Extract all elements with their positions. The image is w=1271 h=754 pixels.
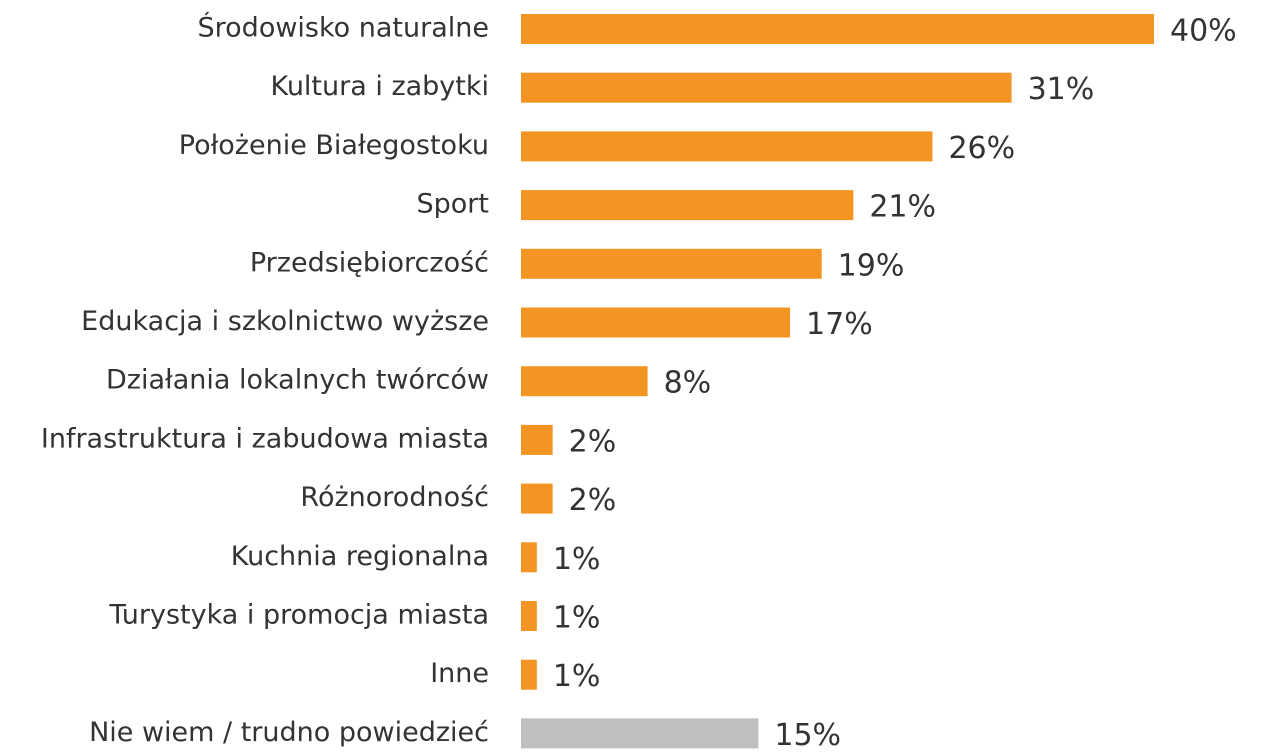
bar xyxy=(521,72,1012,103)
category-label: Edukacja i szkolnictwo wyższe xyxy=(81,306,489,337)
bar xyxy=(521,366,648,397)
category-label: Przedsiębiorczość xyxy=(250,247,489,278)
value-label: 21% xyxy=(869,190,936,225)
bar xyxy=(521,307,791,338)
bar xyxy=(521,542,537,573)
bar xyxy=(521,190,854,221)
value-label: 40% xyxy=(1170,14,1237,49)
value-label: 26% xyxy=(948,131,1015,166)
category-label: Działania lokalnych twórców xyxy=(106,365,489,396)
category-label: Infrastruktura i zabudowa miasta xyxy=(41,423,489,454)
bar xyxy=(521,483,553,514)
bar xyxy=(521,14,1154,44)
value-label: 1% xyxy=(553,542,601,577)
category-label: Sport xyxy=(417,189,489,220)
category-label: Inne xyxy=(430,658,489,689)
category-label: Turystyka i promocja miasta xyxy=(108,600,489,631)
value-label: 1% xyxy=(553,659,601,694)
category-label: Kultura i zabytki xyxy=(270,71,489,102)
category-label: Różnorodność xyxy=(300,482,489,513)
value-label: 17% xyxy=(806,307,873,342)
category-label: Nie wiem / trudno powiedzieć xyxy=(89,717,489,748)
value-label: 1% xyxy=(553,601,601,636)
value-label: 31% xyxy=(1028,72,1095,107)
value-label: 2% xyxy=(569,483,617,518)
value-label: 2% xyxy=(569,424,617,459)
category-label: Położenie Białegostoku xyxy=(179,130,489,161)
bar xyxy=(521,601,537,631)
bar xyxy=(521,659,537,690)
value-label: 19% xyxy=(838,248,905,283)
bar xyxy=(521,424,553,455)
category-label: Kuchnia regionalna xyxy=(231,541,489,572)
value-label: 8% xyxy=(664,366,712,401)
bar xyxy=(521,248,822,279)
value-label: 15% xyxy=(774,718,841,750)
bar xyxy=(521,718,759,749)
bar xyxy=(521,131,933,162)
category-label: Środowisko naturalne xyxy=(198,12,489,44)
